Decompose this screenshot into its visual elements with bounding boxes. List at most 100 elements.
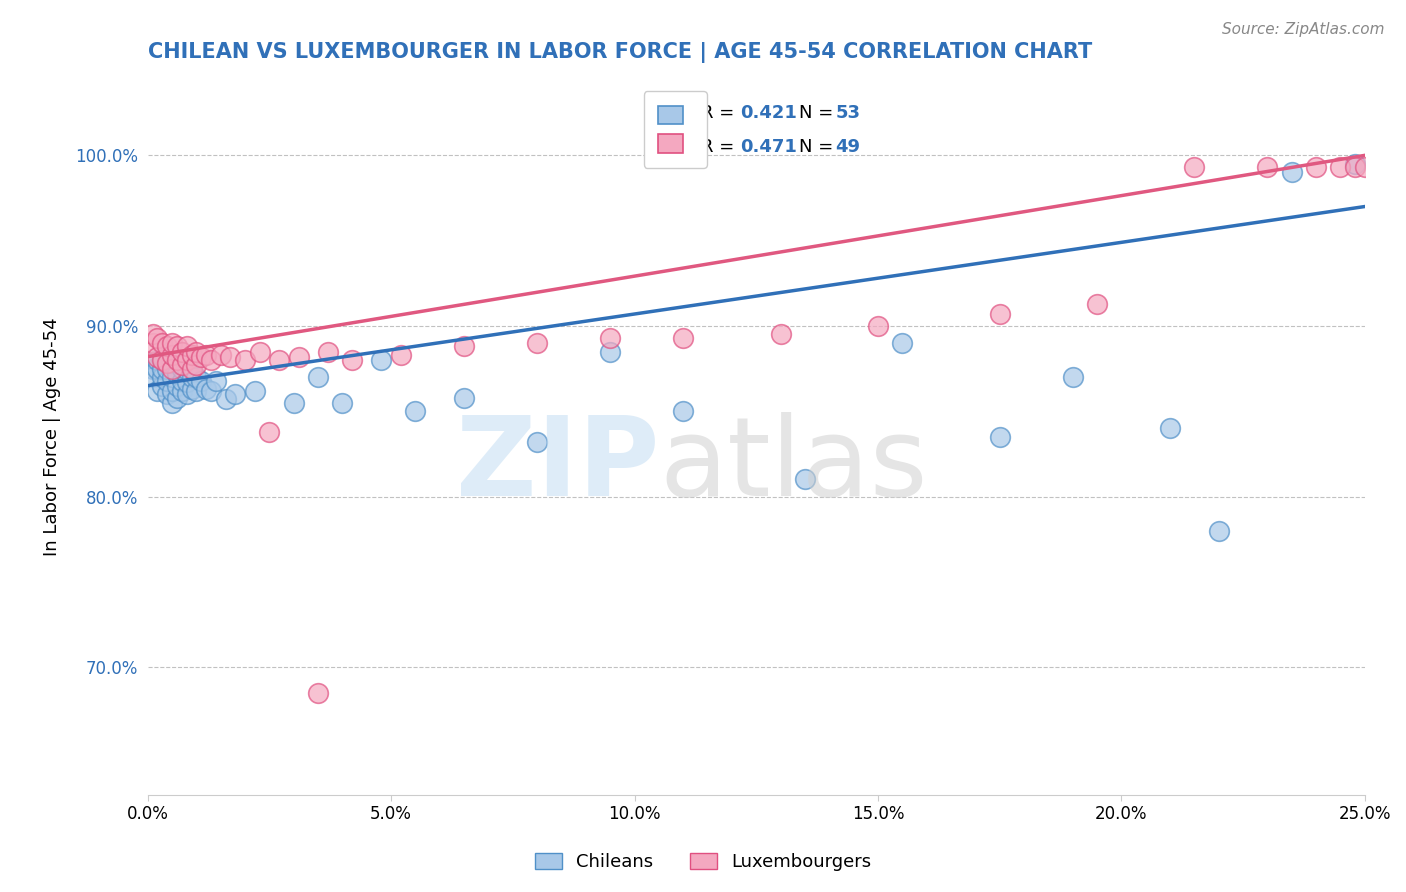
Point	[1182, 161, 1205, 175]
Text: atlas: atlas	[659, 412, 928, 519]
Point	[142, 370, 165, 384]
Point	[1305, 161, 1327, 175]
Text: CHILEAN VS LUXEMBOURGER IN LABOR FORCE | AGE 45-54 CORRELATION CHART: CHILEAN VS LUXEMBOURGER IN LABOR FORCE |…	[148, 42, 1092, 62]
Text: N =: N =	[799, 137, 839, 156]
Text: R =: R =	[702, 137, 741, 156]
Point	[166, 391, 188, 405]
Point	[1281, 165, 1303, 179]
Point	[214, 392, 236, 407]
Point	[160, 336, 183, 351]
Legend: Chileans, Luxembourgers: Chileans, Luxembourgers	[527, 846, 879, 879]
Text: ZIP: ZIP	[456, 412, 659, 519]
Point	[160, 356, 183, 370]
Point	[150, 350, 173, 364]
Point	[142, 336, 165, 351]
Point	[166, 378, 188, 392]
Point	[269, 353, 291, 368]
Point	[166, 339, 188, 353]
Point	[186, 358, 208, 372]
Point	[526, 336, 548, 351]
Point	[526, 434, 548, 449]
Point	[160, 395, 183, 409]
Point	[160, 361, 183, 376]
Point	[190, 350, 212, 364]
Point	[1159, 421, 1181, 435]
Point	[1256, 161, 1278, 175]
Point	[307, 686, 329, 700]
Point	[156, 339, 179, 353]
Point	[233, 353, 256, 368]
Point	[389, 348, 412, 362]
Point	[146, 331, 169, 345]
Point	[180, 361, 202, 376]
Point	[180, 382, 202, 396]
Point	[146, 361, 169, 376]
Point	[287, 350, 309, 364]
Point	[405, 404, 427, 418]
Point	[200, 384, 222, 398]
Point	[249, 344, 271, 359]
Point	[150, 378, 173, 392]
Point	[307, 370, 329, 384]
Point	[176, 363, 198, 377]
Point	[195, 348, 218, 362]
Text: R =: R =	[702, 104, 741, 122]
Point	[370, 353, 392, 368]
Point	[891, 336, 914, 351]
Point	[170, 358, 193, 372]
Point	[186, 384, 208, 398]
Point	[200, 353, 222, 368]
Point	[146, 384, 169, 398]
Point	[209, 348, 232, 362]
Point	[283, 395, 305, 409]
Point	[769, 327, 792, 342]
Point	[176, 353, 198, 368]
Point	[316, 344, 339, 359]
Point	[219, 350, 242, 364]
Point	[156, 374, 179, 388]
Point	[180, 348, 202, 362]
Point	[1085, 297, 1108, 311]
Point	[146, 350, 169, 364]
Point	[793, 473, 815, 487]
Point	[170, 374, 193, 388]
Text: 0.421: 0.421	[741, 104, 797, 122]
Point	[672, 331, 695, 345]
Point	[150, 336, 173, 351]
Point	[150, 353, 173, 368]
Text: 49: 49	[835, 137, 860, 156]
Point	[156, 356, 179, 370]
Point	[156, 387, 179, 401]
Point	[170, 361, 193, 376]
Point	[1329, 161, 1351, 175]
Point	[988, 430, 1011, 444]
Legend: , : ,	[644, 91, 707, 168]
Point	[1208, 524, 1230, 538]
Point	[160, 370, 183, 384]
Point	[146, 353, 169, 368]
Point	[243, 384, 266, 398]
Point	[599, 331, 621, 345]
Point	[205, 374, 228, 388]
Point	[166, 367, 188, 381]
Point	[224, 387, 246, 401]
Point	[150, 361, 173, 376]
Point	[150, 370, 173, 384]
Text: 53: 53	[835, 104, 860, 122]
Text: Source: ZipAtlas.com: Source: ZipAtlas.com	[1222, 22, 1385, 37]
Point	[1354, 161, 1376, 175]
Point	[453, 339, 475, 353]
Y-axis label: In Labor Force | Age 45-54: In Labor Force | Age 45-54	[44, 318, 60, 556]
Point	[160, 348, 183, 362]
Point	[190, 374, 212, 388]
Point	[142, 327, 165, 342]
Point	[340, 353, 363, 368]
Point	[195, 382, 218, 396]
Point	[186, 370, 208, 384]
Point	[176, 387, 198, 401]
Point	[160, 384, 183, 398]
Point	[332, 395, 354, 409]
Point	[1344, 161, 1367, 175]
Point	[170, 384, 193, 398]
Point	[176, 339, 198, 353]
